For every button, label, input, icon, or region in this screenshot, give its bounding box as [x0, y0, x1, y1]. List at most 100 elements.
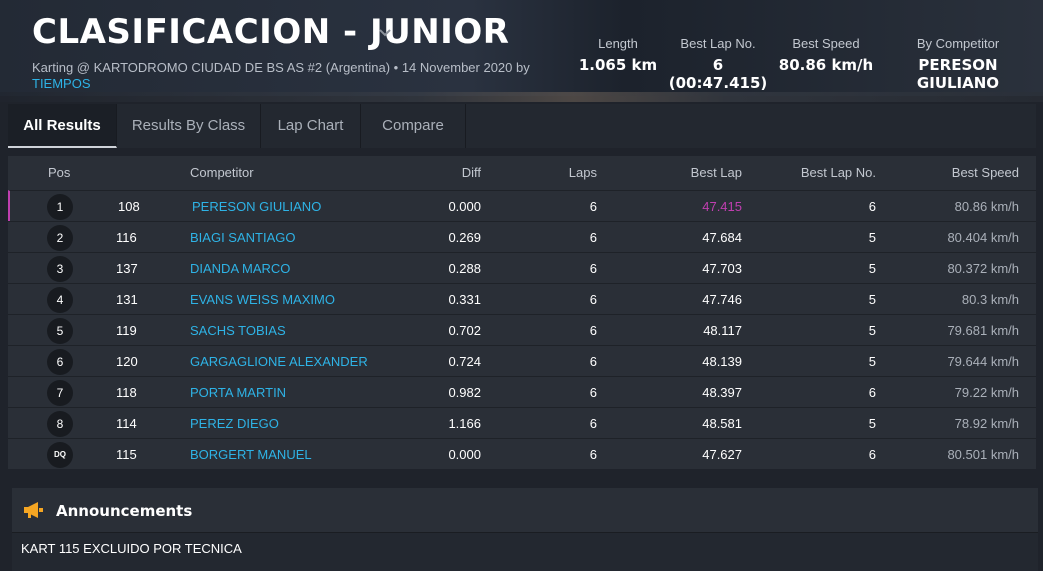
- best-lap-value: 48.397: [702, 385, 742, 400]
- best-lap-no-value: 6: [868, 199, 876, 214]
- stat-label: Best Lap No.: [680, 36, 756, 51]
- laps-value: 6: [589, 385, 597, 400]
- best-lap-value: 48.581: [702, 416, 742, 431]
- table-row[interactable]: 1 108 PERESON GIULIANO 0.000 6 47.415 6 …: [8, 190, 1036, 221]
- diff-value: 0.269: [448, 230, 481, 245]
- header-best-lap[interactable]: Best Lap: [690, 165, 742, 180]
- best-speed-value: 80.501 km/h: [947, 447, 1019, 462]
- header-band: [0, 92, 1043, 102]
- position-badge: 3: [47, 256, 73, 282]
- stat-label: Length: [598, 36, 638, 51]
- stat-value: PERESON GIULIANO: [916, 56, 1000, 92]
- competitor-name-link[interactable]: BORGERT MANUEL: [190, 447, 312, 462]
- best-lap-no-value: 5: [868, 323, 876, 338]
- stat-value: 80.86 km/h: [778, 56, 874, 74]
- chevron-down-icon[interactable]: [378, 26, 392, 40]
- megaphone-icon: [24, 502, 43, 518]
- event-subtitle: Karting @ KARTODROMO CIUDAD DE BS AS #2 …: [32, 60, 552, 92]
- announcement-text: KART 115 EXCLUIDO POR TECNICA: [21, 541, 242, 556]
- table-header: Pos Competitor Diff Laps Best Lap Best L…: [8, 156, 1036, 190]
- best-speed-value: 80.86 km/h: [954, 199, 1019, 214]
- table-row[interactable]: 6 120 GARGAGLIONE ALEXANDER 0.724 6 48.1…: [8, 345, 1036, 376]
- tab-results-by-class[interactable]: Results By Class: [117, 104, 261, 148]
- table-row[interactable]: 8 114 PEREZ DIEGO 1.166 6 48.581 5 78.92…: [8, 407, 1036, 438]
- stat-length: Length 1.065 km: [576, 36, 660, 74]
- position-badge: 4: [47, 287, 73, 313]
- position-badge: 2: [47, 225, 73, 251]
- announcements-title: Announcements: [56, 502, 193, 520]
- best-lap-value: 48.139: [702, 354, 742, 369]
- results-tabs: All Results Results By Class Lap Chart C…: [8, 104, 1036, 148]
- subtitle-text: Karting @ KARTODROMO CIUDAD DE BS AS #2 …: [32, 60, 530, 75]
- position-badge: 1: [47, 194, 73, 220]
- stat-best-speed: Best Speed 80.86 km/h: [776, 36, 876, 74]
- competitor-name-link[interactable]: PORTA MARTIN: [190, 385, 287, 400]
- competitor-name-link[interactable]: BIAGI SANTIAGO: [190, 230, 296, 245]
- announcements-panel: Announcements KART 115 EXCLUIDO POR TECN…: [12, 488, 1038, 571]
- laps-value: 6: [589, 199, 597, 214]
- organizer-link[interactable]: TIEMPOS: [32, 76, 91, 91]
- tab-lap-chart[interactable]: Lap Chart: [261, 104, 361, 148]
- stat-by-competitor: By Competitor PERESON GIULIANO: [880, 36, 1036, 92]
- stat-value: 1.065 km: [578, 56, 658, 74]
- competitor-name-link[interactable]: EVANS WEISS MAXIMO: [190, 292, 335, 307]
- diff-value: 0.000: [448, 199, 481, 214]
- diff-value: 1.166: [448, 416, 481, 431]
- diff-value: 0.702: [448, 323, 481, 338]
- position-badge: 6: [47, 349, 73, 375]
- kart-number: 115: [116, 447, 137, 462]
- table-row[interactable]: DQ 115 BORGERT MANUEL 0.000 6 47.627 6 8…: [8, 438, 1036, 469]
- header-diff[interactable]: Diff: [461, 165, 481, 180]
- stat-best-lap-no: Best Lap No. 6 (00:47.415): [662, 36, 774, 92]
- best-lap-value: 47.415: [702, 199, 742, 214]
- best-lap-value: 47.684: [702, 230, 742, 245]
- best-lap-no-value: 5: [868, 416, 876, 431]
- header-best-speed[interactable]: Best Speed: [951, 165, 1019, 180]
- table-row[interactable]: 4 131 EVANS WEISS MAXIMO 0.331 6 47.746 …: [8, 283, 1036, 314]
- laps-value: 6: [589, 230, 597, 245]
- table-row[interactable]: 7 118 PORTA MARTIN 0.982 6 48.397 6 79.2…: [8, 376, 1036, 407]
- header-competitor[interactable]: Competitor: [190, 165, 254, 180]
- kart-number: 114: [116, 416, 137, 431]
- kart-number: 119: [116, 323, 137, 338]
- position-badge: 7: [47, 380, 73, 406]
- competitor-name-link[interactable]: PEREZ DIEGO: [190, 416, 279, 431]
- header-pos[interactable]: Pos: [48, 165, 71, 180]
- header-best-lap-no[interactable]: Best Lap No.: [800, 165, 876, 180]
- kart-number: 131: [116, 292, 138, 307]
- best-speed-value: 80.404 km/h: [947, 230, 1019, 245]
- laps-value: 6: [589, 354, 597, 369]
- table-row[interactable]: 5 119 SACHS TOBIAS 0.702 6 48.117 5 79.6…: [8, 314, 1036, 345]
- competitor-name-link[interactable]: PERESON GIULIANO: [192, 199, 322, 214]
- best-lap-value: 47.703: [702, 261, 742, 276]
- position-badge: 5: [47, 318, 73, 344]
- kart-number: 108: [118, 199, 140, 214]
- best-speed-value: 78.92 km/h: [954, 416, 1019, 431]
- best-lap-no-value: 5: [868, 230, 876, 245]
- best-speed-value: 80.372 km/h: [947, 261, 1019, 276]
- kart-number: 118: [116, 385, 137, 400]
- laps-value: 6: [589, 323, 597, 338]
- table-row[interactable]: 3 137 DIANDA MARCO 0.288 6 47.703 5 80.3…: [8, 252, 1036, 283]
- best-speed-value: 79.681 km/h: [947, 323, 1019, 338]
- diff-value: 0.331: [448, 292, 481, 307]
- stat-label: By Competitor: [916, 36, 1000, 51]
- competitor-name-link[interactable]: SACHS TOBIAS: [190, 323, 286, 338]
- best-lap-no-value: 5: [868, 354, 876, 369]
- announcements-header: Announcements: [12, 488, 1038, 533]
- tab-compare[interactable]: Compare: [361, 104, 466, 148]
- kart-number: 116: [116, 230, 137, 245]
- best-lap-value: 47.627: [702, 447, 742, 462]
- table-row[interactable]: 2 116 BIAGI SANTIAGO 0.269 6 47.684 5 80…: [8, 221, 1036, 252]
- diff-value: 0.000: [448, 447, 481, 462]
- best-lap-no-value: 6: [868, 447, 876, 462]
- laps-value: 6: [589, 292, 597, 307]
- best-lap-value: 48.117: [703, 323, 742, 338]
- stat-label: Best Speed: [792, 36, 860, 51]
- competitor-name-link[interactable]: DIANDA MARCO: [190, 261, 291, 276]
- laps-value: 6: [589, 261, 597, 276]
- competitor-name-link[interactable]: GARGAGLIONE ALEXANDER: [190, 354, 368, 369]
- header-laps[interactable]: Laps: [568, 165, 597, 180]
- diff-value: 0.724: [448, 354, 481, 369]
- tab-all-results[interactable]: All Results: [8, 104, 117, 148]
